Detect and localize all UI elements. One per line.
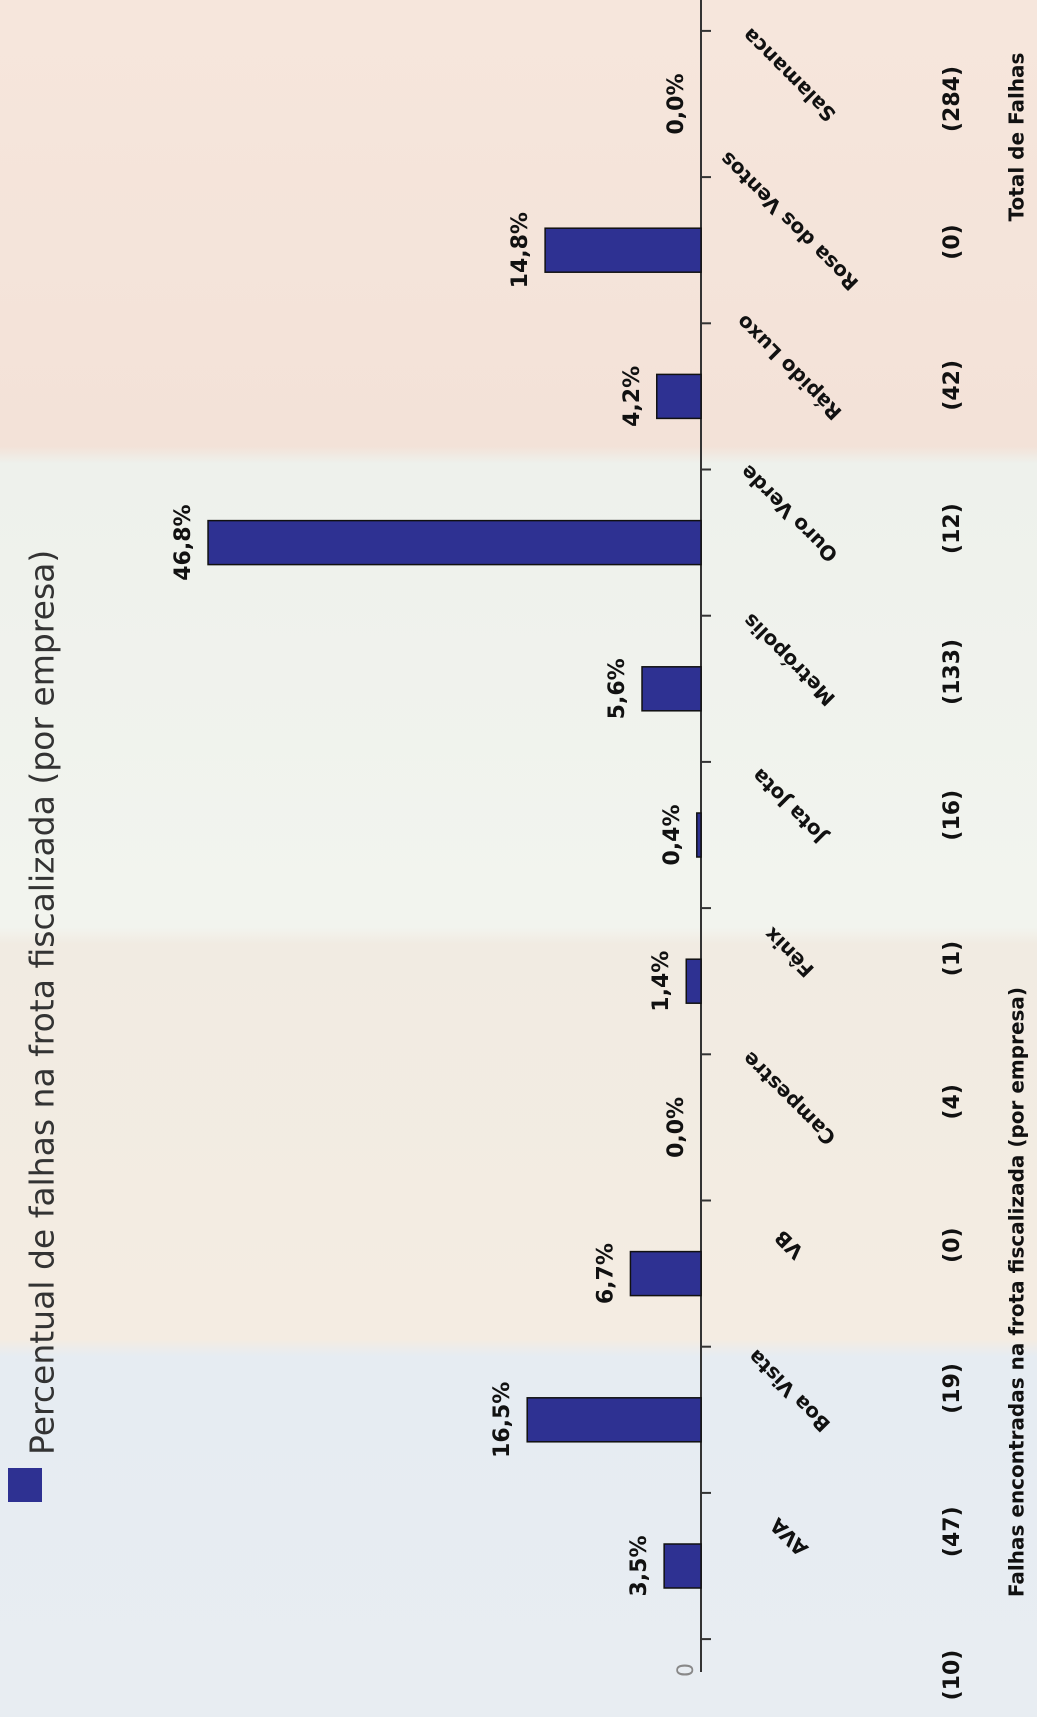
count-label: (133) (940, 639, 965, 705)
bar (526, 1397, 702, 1443)
value-label: 6,7% (593, 1243, 618, 1304)
value-label: 1,4% (649, 951, 674, 1012)
total-count: (284) (940, 66, 965, 132)
count-label: (0) (940, 1227, 965, 1262)
bar (696, 812, 702, 858)
bar (207, 519, 702, 566)
value-label: 4,2% (620, 366, 645, 427)
count-label: (16) (940, 790, 965, 841)
bar (663, 1543, 702, 1589)
value-label: 0,0% (664, 1097, 689, 1158)
y-tick-label: 0 (674, 1663, 699, 1677)
value-label: 3,5% (627, 1535, 652, 1596)
value-label: 16,5% (490, 1382, 515, 1458)
count-label: (19) (940, 1363, 965, 1414)
value-label: 0,4% (660, 804, 685, 865)
count-label: (4) (940, 1084, 965, 1119)
value-label: 5,6% (605, 658, 630, 719)
count-label: (1) (940, 941, 965, 976)
count-label: (47) (940, 1506, 965, 1557)
bar (629, 1250, 702, 1297)
bar (685, 958, 702, 1004)
total-label: Total de Falhas (1005, 53, 1029, 222)
count-label: (42) (940, 360, 965, 411)
subtitle: Falhas encontradas na frota fiscalizada … (1005, 987, 1029, 1597)
bar (544, 227, 702, 273)
bar (641, 666, 702, 712)
count-label: (10) (940, 1650, 965, 1701)
bar (656, 373, 702, 420)
value-label: 46,8% (171, 504, 196, 580)
value-label: 0,0% (664, 73, 689, 134)
count-label: (0) (940, 224, 965, 259)
value-label: 14,8% (508, 212, 533, 288)
count-label: (12) (940, 503, 965, 554)
legend-swatch (8, 1468, 42, 1502)
legend-label: Percentual de falhas na frota fiscalizad… (23, 550, 62, 1455)
